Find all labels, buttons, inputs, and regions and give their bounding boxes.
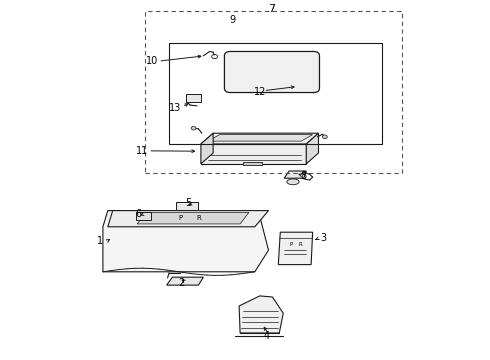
Text: R: R [196, 215, 201, 221]
Text: 4: 4 [264, 330, 270, 341]
Polygon shape [103, 211, 269, 272]
Text: 2: 2 [178, 278, 184, 288]
Bar [243, 162, 262, 165]
Polygon shape [278, 232, 313, 265]
Ellipse shape [287, 179, 299, 185]
Text: 6: 6 [135, 209, 141, 219]
Circle shape [191, 126, 196, 130]
Polygon shape [201, 133, 318, 144]
Bar [176, 202, 198, 210]
Polygon shape [201, 144, 306, 164]
Polygon shape [108, 211, 269, 227]
Text: 8: 8 [301, 171, 307, 181]
Text: 13: 13 [170, 103, 181, 113]
Polygon shape [239, 296, 283, 333]
FancyBboxPatch shape [224, 51, 319, 93]
Text: R: R [299, 242, 303, 247]
Polygon shape [208, 135, 313, 141]
Bar [169, 43, 382, 144]
Bar [136, 212, 151, 220]
Polygon shape [292, 78, 306, 89]
Text: 12: 12 [253, 87, 266, 97]
Text: 5: 5 [186, 198, 192, 208]
Text: P: P [290, 242, 293, 247]
Polygon shape [167, 277, 203, 285]
Polygon shape [284, 171, 306, 178]
Bar [145, 11, 402, 173]
Polygon shape [201, 133, 213, 164]
Text: 10: 10 [146, 56, 158, 66]
Bar [186, 94, 201, 102]
Circle shape [322, 135, 327, 139]
Polygon shape [137, 212, 249, 224]
Text: 1: 1 [98, 236, 103, 246]
Text: 9: 9 [230, 15, 236, 25]
Text: 7: 7 [269, 4, 275, 14]
Text: 11: 11 [136, 146, 148, 156]
Text: P: P [178, 215, 182, 221]
Polygon shape [306, 133, 318, 164]
Text: 3: 3 [320, 233, 326, 243]
